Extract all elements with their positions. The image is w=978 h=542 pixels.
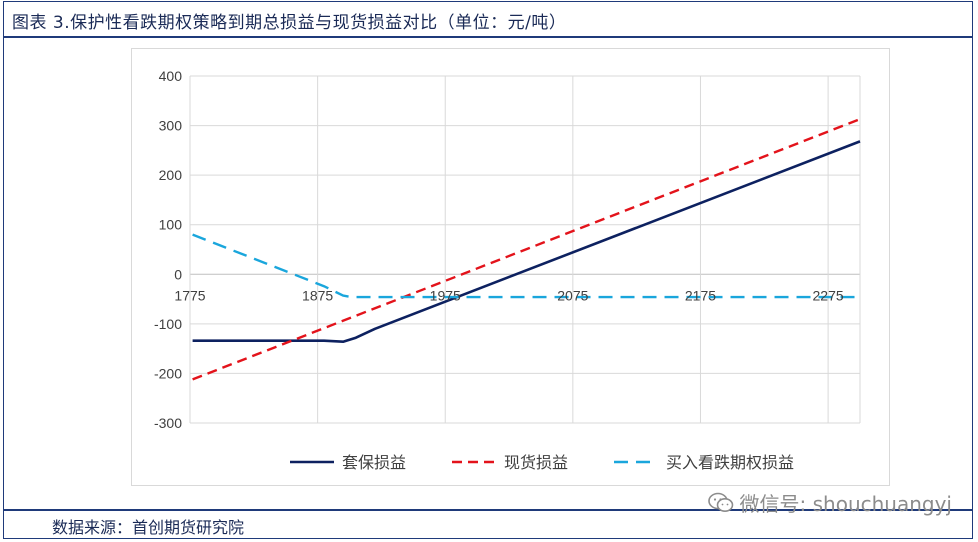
y-tick-label: -300 bbox=[154, 415, 182, 431]
legend-item-1: 套保损益 bbox=[290, 454, 406, 472]
y-tick-label: -100 bbox=[154, 316, 182, 332]
grid bbox=[189, 75, 861, 424]
wechat-icon bbox=[707, 492, 734, 514]
series-lines bbox=[192, 117, 861, 381]
y-tick-label: 300 bbox=[159, 118, 183, 134]
series-line-1 bbox=[192, 140, 861, 344]
legend-label: 买入看跌期权损益 bbox=[666, 454, 794, 472]
legend-label: 套保损益 bbox=[342, 454, 406, 472]
y-tick-label: 100 bbox=[159, 217, 183, 233]
y-tick-label: 200 bbox=[159, 167, 183, 183]
series-line-3 bbox=[192, 233, 860, 299]
figure-title: 图表 3.保护性看跌期权策略到期总损益与现货损益对比（单位：元/吨） bbox=[12, 13, 567, 33]
title-divider bbox=[4, 36, 972, 38]
chart-svg: -300 -200 -100 0 100 200 300 400 1775 1875 1975 20… bbox=[154, 68, 861, 472]
chart-area: -300 -200 -100 0 100 200 300 400 1775 1875 1975 20… bbox=[131, 48, 890, 486]
watermark-text: 微信号: shouchuangyj bbox=[739, 492, 952, 516]
watermark: 微信号: shouchuangyj bbox=[707, 488, 952, 517]
legend: 套保损益 现货损益 买入看跌期权损益 bbox=[290, 454, 794, 472]
legend-item-2: 现货损益 bbox=[452, 454, 568, 472]
legend-label: 现货损益 bbox=[504, 454, 568, 472]
x-axis-ticks: 1775 1875 1975 2075 2175 2275 bbox=[174, 287, 843, 303]
series-line-2 bbox=[192, 117, 861, 381]
x-tick-label: 1875 bbox=[302, 287, 333, 303]
y-tick-label: 0 bbox=[174, 266, 182, 282]
figure-frame: 图表 3.保护性看跌期权策略到期总损益与现货损益对比（单位：元/吨） -300-… bbox=[3, 1, 973, 539]
data-source: 数据来源：首创期货研究院 bbox=[52, 518, 245, 537]
x-tick-label: 1775 bbox=[174, 287, 205, 303]
y-tick-label: 400 bbox=[159, 68, 183, 84]
y-tick-label: -200 bbox=[154, 365, 182, 381]
x-tick-label: 2075 bbox=[557, 287, 588, 303]
x-tick-label: 1975 bbox=[430, 287, 461, 303]
x-tick-label: 2175 bbox=[685, 287, 716, 303]
y-axis-ticks: -300 -200 -100 0 100 200 300 400 bbox=[154, 68, 182, 431]
legend-item-3: 买入看跌期权损益 bbox=[614, 454, 794, 472]
footer-divider bbox=[4, 509, 972, 511]
x-tick-label: 2275 bbox=[813, 287, 844, 303]
